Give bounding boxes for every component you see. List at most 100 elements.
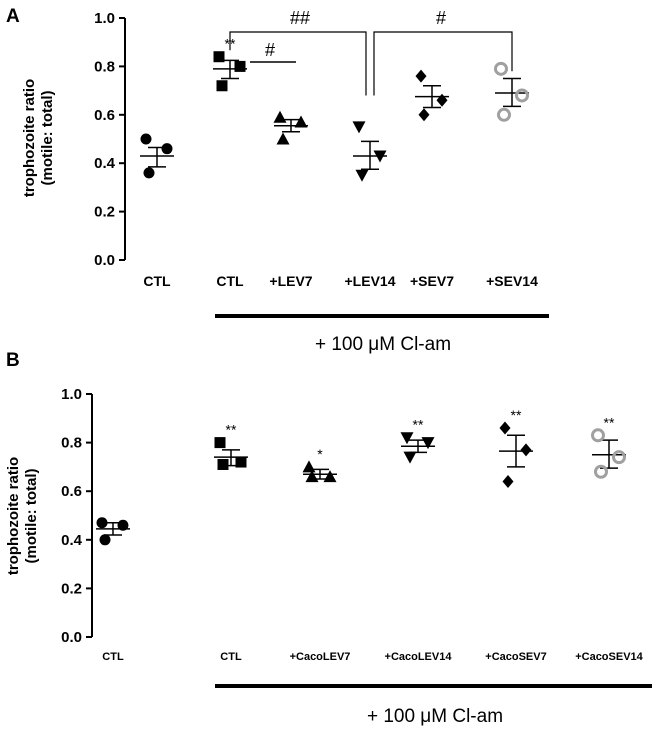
x-tick-label: +CacoSEV7 <box>485 651 546 663</box>
data-point <box>214 437 226 449</box>
panel-b-ylabel: trophozoite ratio (motile: total) <box>5 457 40 575</box>
panel-a-axes: 0.0 0.2 0.4 0.6 0.8 1.0 CTL CTL +LEV7 +LEV14 +SEV7… <box>94 8 549 318</box>
comparison-label: # <box>436 8 446 28</box>
series-group <box>352 121 387 182</box>
data-point <box>436 93 448 107</box>
comparison-bracket <box>229 31 367 96</box>
series-group: ** <box>213 36 247 92</box>
significance-label: ** <box>225 36 236 52</box>
y-tick-label: 0.8 <box>61 435 82 452</box>
series-group <box>415 69 449 122</box>
data-point <box>117 519 129 531</box>
data-point <box>234 60 246 72</box>
data-point <box>520 443 532 457</box>
panel-b-treatment-label: + 100 μM Cl-am <box>367 706 503 727</box>
data-point <box>273 110 287 123</box>
x-tick-label: CTL <box>220 651 242 663</box>
data-point <box>502 474 514 488</box>
x-tick-label: +SEV14 <box>486 273 538 289</box>
panel-a-ylabel-line2: (motile: total) <box>39 91 56 186</box>
data-point <box>373 150 387 163</box>
panel-a: A trophozoite ratio (motile: total) 0.00… <box>6 6 549 355</box>
x-tick-label: +SEV7 <box>410 273 454 289</box>
data-point <box>591 428 605 443</box>
panel-a-marks: ** <box>140 36 529 182</box>
panel-b-axes: 0.0 0.2 0.4 0.6 0.8 1.0 CTL CTL +CacoLEV7 +CacoLE… <box>61 386 652 688</box>
data-point <box>294 115 308 128</box>
significance-label: ** <box>604 414 615 430</box>
data-point <box>415 69 427 83</box>
y-tick-label: 0.4 <box>61 532 83 549</box>
panel-b: B trophozoite ratio (motile: total) 0.00… <box>5 350 652 727</box>
series-group: * <box>302 446 337 483</box>
data-point <box>235 456 247 468</box>
data-point <box>515 88 529 103</box>
significance-label: ** <box>413 417 424 433</box>
significance-label: ** <box>226 422 237 438</box>
x-tick-label: +LEV7 <box>269 273 312 289</box>
series-group <box>273 110 308 145</box>
panel-a-letter: A <box>6 6 20 27</box>
x-tick-label: +CacoSEV14 <box>575 651 643 663</box>
data-point <box>499 421 511 435</box>
data-point <box>305 470 319 483</box>
data-point <box>143 167 155 179</box>
data-point <box>355 169 369 182</box>
comparison-bracket <box>373 31 513 96</box>
series-group <box>96 517 130 546</box>
x-tick-label: CTL <box>216 273 244 289</box>
x-tick-label: +CacoLEV14 <box>385 651 453 663</box>
data-point <box>161 143 173 155</box>
panel-b-letter: B <box>6 350 20 371</box>
data-point <box>497 107 511 122</box>
series-group: ** <box>499 407 533 488</box>
data-point <box>213 51 225 63</box>
data-point <box>216 80 228 92</box>
data-point <box>403 451 417 464</box>
data-point <box>421 437 435 450</box>
x-tick-label: +LEV14 <box>345 273 396 289</box>
y-tick-label: 0.8 <box>94 58 115 75</box>
data-point <box>418 108 430 122</box>
significance-label: * <box>317 446 323 462</box>
panel-a-ylabel: trophozoite ratio (motile: total) <box>21 79 56 197</box>
data-point <box>494 61 508 76</box>
series-group: ** <box>214 422 248 470</box>
data-point <box>99 534 111 546</box>
data-point <box>140 133 152 145</box>
data-point <box>352 121 366 134</box>
significance-label: ** <box>511 407 522 423</box>
panel-a-treatment-label: + 100 μM Cl-am <box>315 334 451 355</box>
data-point <box>276 132 290 145</box>
panel-b-marks: ******* ** <box>96 407 626 546</box>
series-group: ** <box>400 417 435 464</box>
y-tick-label: 0.2 <box>94 204 115 221</box>
y-tick-label: 0.0 <box>61 629 82 646</box>
y-tick-label: 1.0 <box>94 10 115 27</box>
data-point <box>612 450 626 465</box>
data-point <box>302 460 316 473</box>
data-point <box>217 458 229 470</box>
panel-b-ylabel-line2: (motile: total) <box>23 469 40 564</box>
data-point <box>594 464 608 479</box>
y-tick-label: 0.6 <box>94 107 115 124</box>
series-group: ** <box>591 414 626 479</box>
panel-a-ylabel-line1: trophozoite ratio <box>21 79 38 197</box>
y-tick-label: 0.0 <box>94 252 115 269</box>
series-group <box>140 133 174 179</box>
y-tick-label: 0.4 <box>94 155 116 172</box>
comparison-label: # <box>265 40 275 60</box>
series-group <box>494 61 529 122</box>
data-point <box>400 432 414 445</box>
comparison-label: ## <box>290 8 310 28</box>
x-tick-label: CTL <box>102 651 124 663</box>
y-tick-label: 0.6 <box>61 483 82 500</box>
data-point <box>96 517 108 529</box>
panel-b-ylabel-line1: trophozoite ratio <box>5 457 22 575</box>
y-tick-label: 0.2 <box>61 580 82 597</box>
data-point <box>323 470 337 483</box>
x-tick-label: CTL <box>143 273 171 289</box>
y-tick-label: 1.0 <box>61 386 82 403</box>
x-tick-label: +CacoLEV7 <box>290 651 351 663</box>
